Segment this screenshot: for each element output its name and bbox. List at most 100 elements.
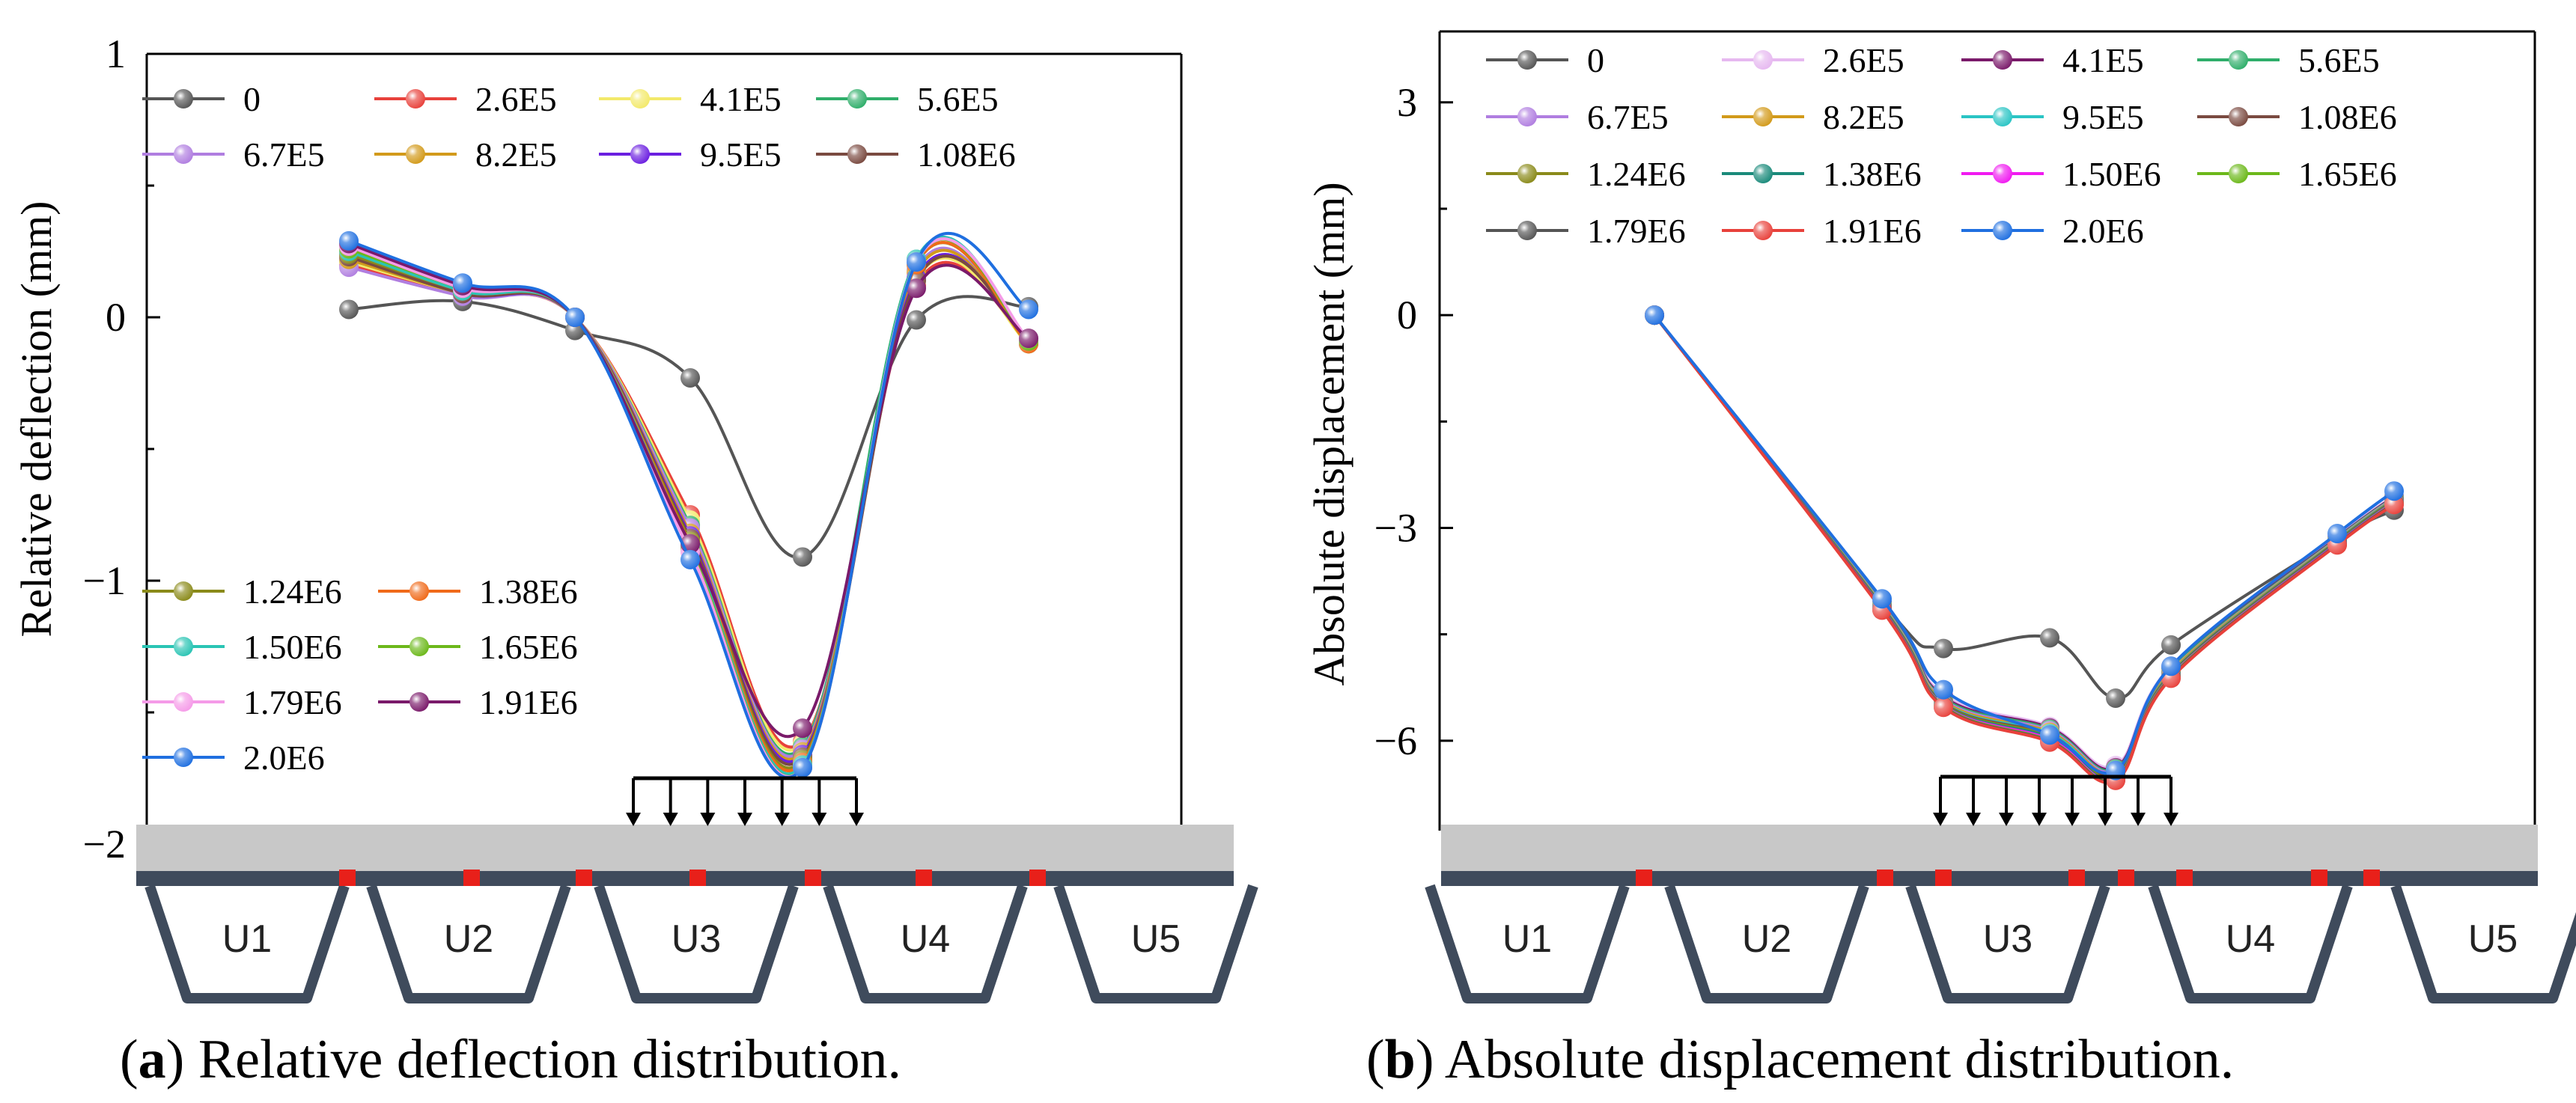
- legend-label: 2.0E6: [243, 739, 325, 777]
- legend-swatch-marker: [1517, 107, 1537, 126]
- legend-label: 9.5E5: [700, 135, 782, 174]
- u-rib-label: U4: [901, 917, 950, 961]
- data-point-2.0E6: [2384, 481, 2404, 501]
- load-arrow-head: [1966, 813, 1981, 826]
- panel-a-caption-letter: a: [138, 1029, 166, 1090]
- panel-b-y-ticks: 3 0 −3 −6: [1374, 80, 1453, 763]
- series-line-5.6E5: [1653, 314, 2396, 773]
- legend-swatch-marker: [847, 144, 867, 164]
- legend-swatch-marker: [174, 637, 193, 656]
- data-point-0: [339, 299, 359, 320]
- legend-label: 1.50E6: [243, 628, 342, 666]
- panel-a-legend-lower: 1.24E6 1.38E6 1.50E6 1.65E6 1.79E6 1.91E6 2.0E…: [142, 572, 578, 777]
- panel-a-y-tick-label: −1: [83, 558, 126, 603]
- panel-b-caption: (b) Absolute displacement distribution.: [1366, 1029, 2234, 1090]
- data-point-0: [1934, 638, 1953, 659]
- u-rib: [823, 884, 1028, 1003]
- legend-label: 5.6E5: [917, 80, 999, 118]
- legend-swatch-marker: [1753, 107, 1773, 126]
- legend-swatch-marker: [1753, 164, 1773, 183]
- legend-swatch-marker: [1993, 221, 2012, 240]
- data-point-0: [2161, 635, 2181, 655]
- panel-a-deck-structure: U1 U2 U3 U4 U5: [136, 825, 1258, 1003]
- legend-swatch-marker: [847, 89, 867, 109]
- legend-swatch-marker: [406, 144, 425, 164]
- legend-label: 4.1E5: [700, 80, 782, 118]
- data-point-0: [793, 547, 812, 567]
- load-arrow-head: [2164, 813, 2178, 826]
- u-rib: [2390, 884, 2576, 1003]
- legend-swatch-marker: [1993, 164, 2012, 183]
- panel-b-y-tick-label: −6: [1374, 718, 1417, 763]
- legend-label: 1.50E6: [2062, 155, 2161, 193]
- legend-label: 1.08E6: [2298, 98, 2397, 136]
- u-rib-label: U4: [2226, 917, 2275, 961]
- legend-swatch-marker: [174, 581, 193, 601]
- legend-label: 1.08E6: [917, 135, 1016, 174]
- sensor-marker: [463, 870, 480, 886]
- u-rib: [1905, 884, 2110, 1003]
- u-rib-label: U1: [222, 917, 272, 961]
- load-arrow-head: [2065, 813, 2080, 826]
- series-line-2.6E5: [1653, 314, 2396, 769]
- legend-swatch-marker: [409, 692, 429, 712]
- legend-label: 4.1E5: [2062, 41, 2144, 79]
- panel-a-series: [339, 230, 1038, 779]
- u-rib: [144, 884, 350, 1003]
- data-point-2.0E6: [2327, 524, 2347, 544]
- data-point-2.0E6: [2161, 656, 2181, 676]
- legend-swatch-marker: [2229, 164, 2248, 183]
- sensor-marker: [2176, 870, 2193, 886]
- data-point-2.0E6: [793, 757, 812, 777]
- data-point-2.0E6: [453, 273, 472, 293]
- legend-label: 0: [243, 80, 261, 118]
- load-arrow-head: [1933, 813, 1948, 826]
- legend-swatch-marker: [1753, 221, 1773, 240]
- panel-a-y-ticks: 1 0 −1 −2: [83, 31, 160, 867]
- sensor-marker: [916, 870, 932, 886]
- legend-label: 1.91E6: [479, 683, 578, 721]
- u-rib-label: U2: [444, 917, 493, 961]
- data-point-0: [2040, 628, 2059, 648]
- load-arrow-head: [1999, 813, 2014, 826]
- legend-swatch-marker: [630, 144, 650, 164]
- legend-swatch-marker: [1517, 50, 1537, 70]
- data-point-2.0E6: [1872, 589, 1892, 609]
- panel-a: 1 0 −1 −2 Relative deflection (mm) U1 U2 U3 U4…: [12, 31, 1258, 1090]
- data-point-0: [907, 310, 926, 330]
- data-point-2.0E6: [1934, 679, 1953, 700]
- load-arrow-head: [774, 813, 790, 826]
- legend-label: 1.65E6: [479, 628, 578, 666]
- legend-swatch-marker: [406, 89, 425, 109]
- series-line-8.2E5: [1653, 314, 2396, 775]
- legend-swatch-marker: [174, 89, 193, 109]
- legend-label: 1.24E6: [1587, 155, 1686, 193]
- series-line-1.38E6: [1653, 314, 2396, 781]
- legend-label: 2.0E6: [2062, 212, 2144, 250]
- data-point-2.0E6: [907, 252, 926, 272]
- panel-a-y-tick-label: 1: [106, 31, 126, 76]
- legend-label: 1.65E6: [2298, 155, 2397, 193]
- series-line-1.24E6: [1653, 314, 2396, 780]
- series-line-5.6E5: [348, 237, 1030, 756]
- data-point-2.0E6: [2040, 725, 2059, 745]
- legend-swatch-marker: [174, 144, 193, 164]
- panel-a-load-arrows: [626, 776, 864, 826]
- sensor-marker: [2311, 870, 2327, 886]
- legend-label: 1.79E6: [243, 683, 342, 721]
- sensor-marker: [689, 870, 706, 886]
- panel-b-y-tick-label: 0: [1397, 293, 1417, 337]
- legend-label: 1.38E6: [479, 572, 578, 611]
- panel-b-deck-structure: U1 U2 U3 U4 U5: [1425, 825, 2576, 1003]
- legend-label: 6.7E5: [1587, 98, 1669, 136]
- data-point-2.0E6: [1019, 299, 1038, 320]
- load-arrow-head: [2131, 813, 2146, 826]
- series-line-1.79E6: [1653, 314, 2396, 783]
- sensor-marker: [1636, 870, 1652, 886]
- sensor-marker: [2068, 870, 2085, 886]
- series-line-0: [1653, 314, 2395, 700]
- u-rib-label: U3: [672, 917, 721, 961]
- u-rib: [2148, 884, 2353, 1003]
- u-rib: [366, 884, 571, 1003]
- data-point-0: [680, 367, 700, 388]
